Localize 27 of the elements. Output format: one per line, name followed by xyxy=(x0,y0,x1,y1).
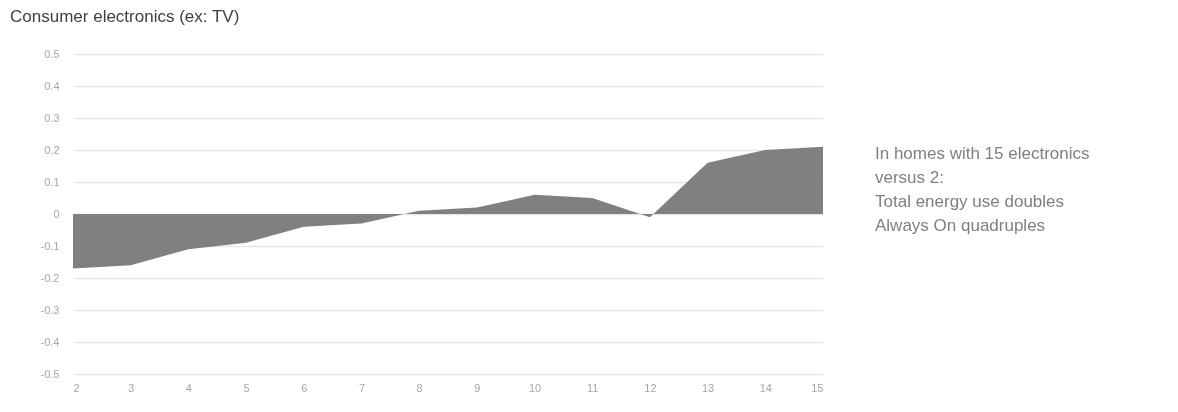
x-tick-label: 4 xyxy=(185,381,192,394)
y-tick-label: 0.5 xyxy=(44,47,60,60)
y-tick-label: 0.3 xyxy=(44,111,60,124)
chart-title: Consumer electronics (ex: TV) xyxy=(10,7,240,26)
y-tick-label: -0.2 xyxy=(40,271,60,284)
x-tick-label: 3 xyxy=(128,381,135,394)
x-tick-label: 10 xyxy=(528,381,542,394)
x-tick-label: 14 xyxy=(759,381,772,394)
y-tick-label: -0.5 xyxy=(40,367,60,380)
y-tick-label: 0.1 xyxy=(44,175,60,188)
x-tick-label: 8 xyxy=(416,381,423,394)
x-tick-label: 9 xyxy=(474,381,481,394)
x-tick-label: 6 xyxy=(301,381,308,394)
x-tick-label: 2 xyxy=(73,381,80,394)
x-tick-label: 13 xyxy=(701,381,715,394)
y-tick-label: 0.2 xyxy=(44,143,60,156)
text: In homes with 15 electronics versus 2: Total energy use doubles Always On quadruples xyxy=(875,144,1090,235)
y-tick-label: -0.1 xyxy=(40,239,60,252)
y-tick-label: 0.4 xyxy=(44,79,60,92)
y-tick-label: 0 xyxy=(53,207,60,220)
x-tick-label: 12 xyxy=(644,381,657,394)
x-tick-label: 5 xyxy=(243,381,250,394)
y-tick-label: -0.3 xyxy=(40,303,60,316)
y-tick-label: -0.4 xyxy=(40,335,60,348)
x-tick-label: 11 xyxy=(587,381,599,394)
x-tick-label: 7 xyxy=(358,381,366,394)
x-tick-label: 15 xyxy=(811,381,824,394)
